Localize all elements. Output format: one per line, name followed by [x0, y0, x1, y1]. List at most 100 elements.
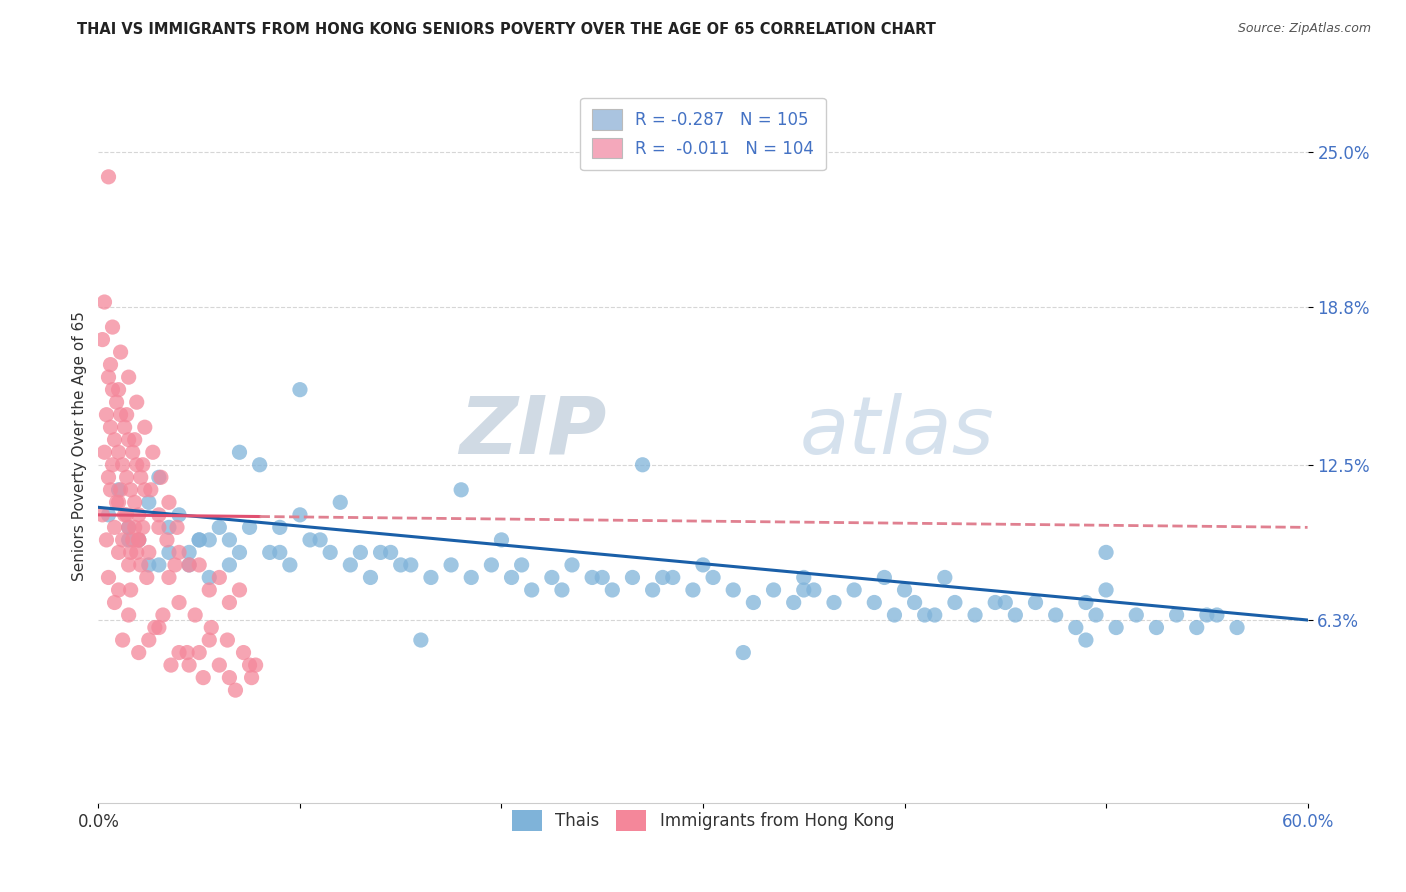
Point — [339, 558, 361, 572]
Point — [100, 483, 122, 497]
Point — [97, 470, 120, 484]
Point — [641, 582, 664, 597]
Point — [111, 533, 134, 547]
Point — [167, 595, 190, 609]
Point — [1146, 621, 1168, 635]
Point — [510, 558, 533, 572]
Point — [440, 558, 463, 572]
Point — [115, 408, 138, 422]
Point — [208, 570, 231, 584]
Point — [460, 570, 482, 584]
Point — [793, 570, 815, 584]
Point — [934, 570, 956, 584]
Point — [125, 545, 148, 559]
Point — [591, 570, 613, 584]
Point — [360, 570, 382, 584]
Point — [893, 582, 915, 597]
Point — [188, 533, 211, 547]
Point — [118, 370, 141, 384]
Point — [269, 520, 291, 534]
Text: THAI VS IMMIGRANTS FROM HONG KONG SENIORS POVERTY OVER THE AGE OF 65 CORRELATION: THAI VS IMMIGRANTS FROM HONG KONG SENIOR… — [77, 22, 936, 37]
Point — [924, 607, 946, 622]
Point — [96, 533, 118, 547]
Point — [121, 445, 143, 459]
Point — [239, 658, 262, 673]
Point — [132, 458, 155, 472]
Point — [91, 333, 114, 347]
Point — [540, 570, 562, 584]
Point — [138, 495, 160, 509]
Point — [481, 558, 503, 572]
Point — [1206, 607, 1229, 622]
Point — [128, 646, 150, 660]
Y-axis label: Seniors Poverty Over the Age of 65: Seniors Poverty Over the Age of 65 — [72, 311, 87, 581]
Point — [883, 607, 905, 622]
Point — [288, 508, 311, 522]
Point — [1195, 607, 1218, 622]
Point — [389, 558, 412, 572]
Point — [125, 395, 148, 409]
Point — [245, 658, 267, 673]
Point — [101, 383, 124, 397]
Point — [259, 545, 281, 559]
Point — [1074, 633, 1097, 648]
Point — [319, 545, 342, 559]
Point — [121, 533, 143, 547]
Point — [1095, 545, 1118, 559]
Point — [179, 545, 201, 559]
Point — [97, 370, 120, 384]
Point — [208, 658, 231, 673]
Point — [93, 445, 115, 459]
Point — [380, 545, 402, 559]
Point — [107, 445, 129, 459]
Point — [249, 458, 271, 472]
Point — [157, 495, 180, 509]
Point — [984, 595, 1007, 609]
Legend: Thais, Immigrants from Hong Kong: Thais, Immigrants from Hong Kong — [505, 804, 901, 838]
Point — [309, 533, 332, 547]
Point — [142, 445, 165, 459]
Point — [914, 607, 936, 622]
Point — [844, 582, 866, 597]
Point — [370, 545, 392, 559]
Point — [124, 520, 146, 534]
Point — [134, 483, 156, 497]
Point — [160, 658, 183, 673]
Point — [148, 520, 170, 534]
Point — [157, 520, 180, 534]
Point — [148, 558, 170, 572]
Point — [184, 607, 207, 622]
Point — [103, 595, 125, 609]
Point — [1074, 595, 1097, 609]
Point — [111, 458, 134, 472]
Point — [118, 558, 141, 572]
Point — [107, 495, 129, 509]
Point — [179, 558, 201, 572]
Point — [218, 595, 240, 609]
Point — [134, 420, 156, 434]
Point — [143, 621, 166, 635]
Point — [101, 320, 124, 334]
Point — [105, 495, 128, 509]
Point — [152, 607, 174, 622]
Point — [100, 358, 122, 372]
Point — [138, 558, 160, 572]
Point — [97, 570, 120, 584]
Point — [91, 508, 114, 522]
Point — [107, 483, 129, 497]
Point — [118, 433, 141, 447]
Point — [349, 545, 371, 559]
Point — [823, 595, 845, 609]
Point — [129, 558, 152, 572]
Point — [1025, 595, 1047, 609]
Point — [1045, 607, 1067, 622]
Point — [239, 520, 262, 534]
Point — [994, 595, 1017, 609]
Point — [166, 520, 188, 534]
Point — [733, 646, 755, 660]
Point — [179, 658, 201, 673]
Point — [621, 570, 644, 584]
Point — [167, 646, 190, 660]
Point — [661, 570, 683, 584]
Point — [132, 520, 155, 534]
